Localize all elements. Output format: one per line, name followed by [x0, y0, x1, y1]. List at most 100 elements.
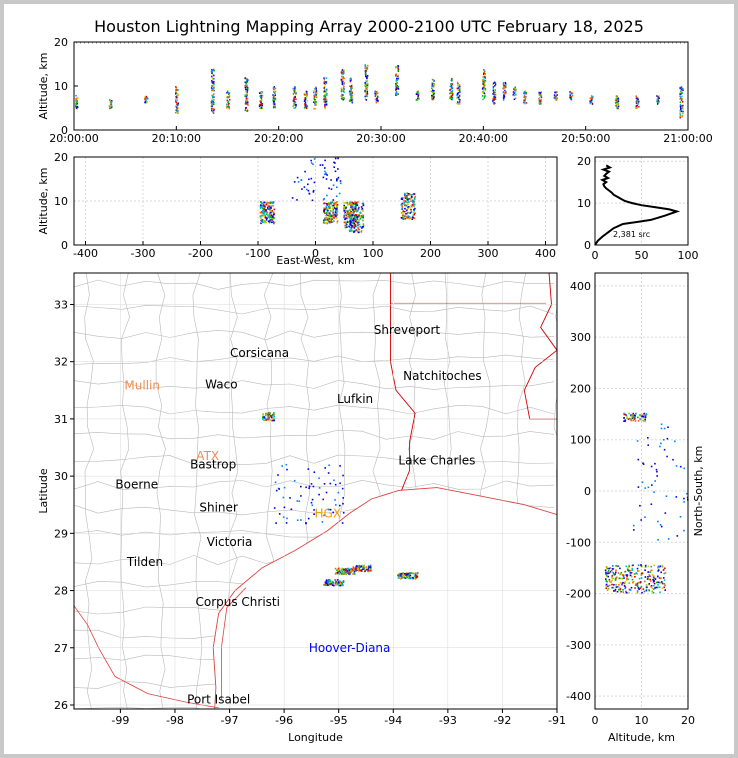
data-cluster	[258, 91, 264, 110]
top-band-dot	[504, 42, 505, 44]
top-band-dot	[632, 42, 633, 44]
top-band-dot	[556, 42, 557, 44]
east-west-frame	[73, 156, 558, 246]
top-band-dot	[396, 42, 397, 44]
top-band-dot	[536, 42, 537, 44]
top-band-dot	[420, 42, 421, 44]
top-band-dot	[528, 42, 529, 44]
figure-canvas: 20:00:00 20:10:00 20:20:00 20:30:00 20:40:00…	[37, 36, 713, 744]
data-cluster	[348, 77, 354, 104]
top-band-dot	[232, 42, 233, 44]
radar-label: ATX	[196, 449, 219, 463]
data-cluster	[538, 91, 543, 105]
top-band-dot	[288, 42, 289, 44]
x-tick-label: -95	[330, 714, 348, 727]
data-cluster	[481, 69, 487, 101]
x-axis-label: Altitude, km	[608, 731, 675, 744]
x-tick-label: 20	[681, 714, 695, 727]
x-tick-label: 20:20:00	[254, 132, 303, 145]
radar-label: HGX	[315, 506, 342, 520]
x-tick-label: 21:00:00	[663, 132, 712, 145]
top-band-dot	[200, 42, 201, 44]
data-cluster	[364, 64, 369, 101]
top-band-dot	[312, 42, 313, 44]
x-tick-label: 20:30:00	[356, 132, 405, 145]
histogram-frame	[594, 156, 689, 246]
top-band-dot	[164, 42, 165, 44]
top-band-dot	[124, 42, 125, 44]
data-cluster	[144, 95, 149, 104]
top-band-dot	[356, 42, 357, 44]
top-band-dot	[384, 42, 385, 44]
top-band-dot	[264, 42, 265, 44]
top-band-dot	[360, 42, 361, 44]
x-tick-label: 100	[678, 249, 699, 262]
top-band-dot	[304, 42, 305, 44]
x-tick-label: 200	[420, 247, 441, 260]
data-cluster	[174, 86, 180, 114]
y-tick-label: 33	[54, 298, 68, 311]
top-band-dot	[512, 42, 513, 44]
y-tick-label: 10	[54, 80, 68, 93]
top-band-dot	[604, 42, 605, 44]
top-band-dot	[496, 42, 497, 44]
figure-title: Houston Lightning Mapping Array 2000-210…	[94, 17, 644, 36]
data-cluster	[272, 86, 277, 109]
platform-label: Hoover-Diana	[309, 641, 391, 655]
y-tick-label: -100	[566, 536, 591, 549]
top-band-dot	[104, 42, 105, 44]
data-cluster	[633, 423, 689, 541]
x-tick-label: 20:10:00	[152, 132, 201, 145]
x-tick-label: -400	[73, 247, 98, 260]
top-band-dot	[152, 42, 153, 44]
top-band-dot	[400, 42, 401, 44]
data-cluster	[456, 81, 461, 105]
data-cluster	[635, 95, 640, 109]
top-band-dot	[100, 42, 101, 44]
top-band-dot	[464, 42, 465, 44]
y-tick-label: 27	[54, 642, 68, 655]
city-label: Shreveport	[374, 323, 441, 337]
top-band-dot	[596, 42, 597, 44]
top-band-dot	[392, 42, 393, 44]
top-band-dot	[240, 42, 241, 44]
top-band-dot	[624, 42, 625, 44]
top-band-dot	[668, 42, 669, 44]
top-band-dot	[676, 42, 677, 44]
top-band-dot	[204, 42, 205, 44]
city-label: Victoria	[207, 535, 253, 549]
top-band-dot	[448, 42, 449, 44]
top-band-dot	[368, 42, 369, 44]
data-cluster	[512, 86, 517, 101]
figure-frame: Houston Lightning Mapping Array 2000-210…	[4, 4, 734, 754]
y-tick-label: 30	[54, 470, 68, 483]
top-band-dot	[316, 42, 317, 44]
storm-cluster	[273, 463, 345, 525]
top-band-dot	[560, 42, 561, 44]
top-band-dot	[276, 42, 277, 44]
y-tick-label: 200	[570, 382, 591, 395]
data-cluster	[415, 90, 420, 101]
top-band-dot	[352, 42, 353, 44]
data-cluster	[210, 68, 215, 114]
map-frame	[73, 272, 558, 710]
top-band-dot	[516, 42, 517, 44]
data-cluster	[622, 412, 648, 423]
top-band-dot	[220, 42, 221, 44]
top-band-dot	[216, 42, 217, 44]
data-cluster	[615, 95, 620, 110]
top-band-dot	[156, 42, 157, 44]
y-tick-label: 26	[54, 699, 68, 712]
x-tick-label: -100	[246, 247, 271, 260]
top-band-dot	[492, 42, 493, 44]
city-label: Natchitoches	[403, 369, 481, 383]
y-tick-label: -300	[566, 639, 591, 652]
top-band-dot	[592, 42, 593, 44]
top-band-dot	[96, 42, 97, 44]
top-band-dot	[364, 42, 365, 44]
x-tick-label: -200	[188, 247, 213, 260]
mexico-border	[74, 605, 219, 709]
top-band-dot	[472, 42, 473, 44]
data-cluster	[322, 201, 339, 225]
city-label: Waco	[205, 378, 237, 392]
